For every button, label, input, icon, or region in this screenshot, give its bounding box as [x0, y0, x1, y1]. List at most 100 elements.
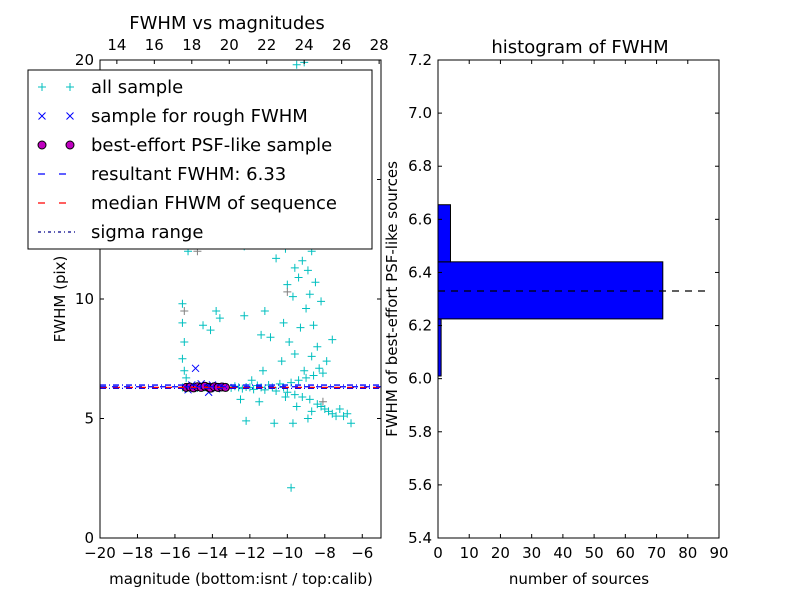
data-point-plus [313, 342, 322, 351]
data-point-plus [206, 326, 215, 335]
circle-marker-icon [37, 140, 47, 150]
top-x-tick-label: 24 [295, 36, 314, 54]
data-point-plus [347, 419, 356, 428]
legend-item: best-effort PSF-like sample [37, 135, 332, 156]
data-point-plus [212, 306, 221, 315]
circle-marker-icon [65, 140, 75, 150]
y-tick-label: 5 [84, 410, 94, 428]
x-tick-label: −14 [197, 544, 229, 562]
data-point-plus [298, 392, 307, 401]
data-point-plus [258, 366, 267, 375]
data-point-plus [178, 299, 187, 308]
data-point-plus [266, 333, 275, 342]
legend-label: median FHWM of sequence [91, 193, 337, 214]
data-point-plus [302, 373, 311, 382]
top-x-tick-label: 26 [332, 36, 351, 54]
data-point-plus [236, 395, 245, 404]
data-point-plus [279, 318, 288, 327]
data-point-plus [309, 321, 318, 330]
data-point-plus [257, 330, 266, 339]
x-tick-label: −6 [351, 544, 373, 562]
data-point-plus [300, 366, 309, 375]
y-tick-label: 5.8 [408, 423, 432, 441]
x-tick-label: −10 [272, 544, 304, 562]
legend-label: sigma range [91, 222, 203, 243]
data-point-plus [328, 335, 337, 344]
y-tick-label: 6.2 [408, 317, 432, 335]
x-tick-label: −8 [314, 544, 336, 562]
data-point-plus [307, 407, 316, 416]
top-x-tick-label: 18 [182, 36, 201, 54]
data-point-plus [302, 304, 311, 313]
data-point-plus [260, 385, 269, 394]
plus-marker-icon [38, 83, 46, 91]
right-x-label: number of sources [509, 570, 649, 588]
data-point-plus [292, 60, 301, 69]
data-point-plus [332, 412, 341, 421]
data-point-plus [272, 254, 281, 263]
top-x-tick-label: 20 [220, 36, 239, 54]
data-point-x [191, 364, 200, 373]
data-point-plus [305, 290, 314, 299]
data-point-plus [199, 321, 208, 330]
data-point-plus [290, 349, 299, 358]
left-y-label: FWHM (pix) [51, 256, 69, 343]
legend-label: resultant FWHM: 6.33 [91, 164, 286, 185]
legend-label: best-effort PSF-like sample [91, 135, 332, 156]
data-point-plus [275, 379, 284, 388]
data-point-plus [305, 395, 314, 404]
plus-marker-icon [66, 83, 74, 91]
x-tick-label: 80 [678, 544, 697, 562]
right-y-label: FWHM of best-effort PSF-like sources [383, 161, 401, 437]
x-tick-label: 30 [522, 544, 541, 562]
legend-label: sample for rough FWHM [91, 106, 308, 127]
data-point-plus [296, 323, 305, 332]
data-point-plus [270, 419, 279, 428]
data-point-plus [287, 483, 296, 492]
data-point-plus [292, 402, 301, 411]
data-point-plus [283, 388, 292, 397]
y-tick-label: 6.0 [408, 370, 432, 388]
data-point-plus [318, 369, 327, 378]
data-point-plus [307, 352, 316, 361]
data-point-plus [283, 287, 292, 296]
x-tick-label: 60 [616, 544, 635, 562]
data-point-plus [290, 390, 299, 399]
x-tick-label: 40 [553, 544, 572, 562]
data-point-plus [311, 278, 320, 287]
top-x-tick-label: 16 [145, 36, 164, 54]
data-point-plus [178, 354, 187, 363]
x-tick-label: 0 [433, 544, 443, 562]
legend-item: all sample [38, 77, 183, 98]
x-tick-label: 90 [709, 544, 728, 562]
legend-item: sigma range [38, 222, 203, 243]
data-point-plus [29, 534, 37, 542]
data-point-plus [178, 318, 187, 327]
y-tick-label: 7.0 [408, 104, 432, 122]
right-plot: 0 10 20 30 40 50 60 70 80 90 5.4 5.6 5.8 6.0 6.2 6.4 6.6… [408, 51, 728, 562]
data-point-plus [180, 338, 189, 347]
data-point-plus [285, 338, 294, 347]
y-tick-label: 20 [75, 51, 94, 69]
right-chart-title: histogram of FWHM [491, 37, 668, 58]
data-point-plus [298, 256, 307, 265]
data-point-plus [180, 306, 189, 315]
data-point-plus [260, 306, 269, 315]
y-tick-label: 0 [84, 529, 94, 547]
data-point-plus [309, 371, 318, 380]
data-point-plus [240, 311, 249, 320]
left-chart-title: FWHM vs magnitudes [129, 13, 324, 34]
y-tick-label: 7.2 [408, 51, 432, 69]
data-point-plus [242, 416, 251, 425]
data-point-plus [255, 397, 264, 406]
x-tick-label: −16 [159, 544, 191, 562]
legend-box [27, 69, 373, 250]
data-point-plus [182, 373, 191, 382]
x-tick-label: 70 [647, 544, 666, 562]
data-point-plus [272, 387, 281, 396]
x-marker-icon [66, 112, 74, 120]
data-point-plus [281, 392, 290, 401]
legend-item: resultant FWHM: 6.33 [38, 164, 286, 185]
y-tick-label: 6.6 [408, 210, 432, 228]
